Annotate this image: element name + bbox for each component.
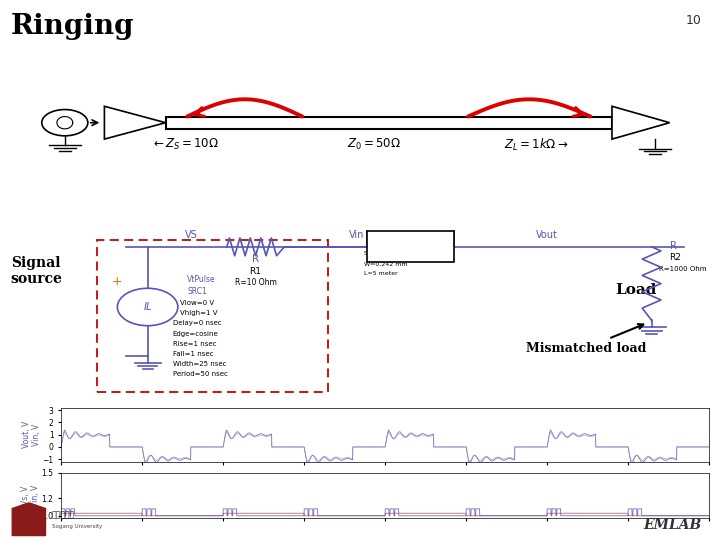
Text: Ringing: Ringing [11,14,135,40]
Text: Vlow=0 V: Vlow=0 V [180,300,214,306]
Text: SRC1: SRC1 [187,287,207,295]
Text: Subst='MSub1': Subst='MSub1' [364,251,411,256]
Polygon shape [12,503,45,536]
Text: Sogang University: Sogang University [52,524,102,529]
Text: VS: VS [184,230,197,240]
Polygon shape [104,106,166,139]
Text: Vout: Vout [536,230,558,240]
Text: MLIN: MLIN [371,231,390,240]
Text: Signal
source: Signal source [10,256,62,286]
Text: TL1: TL1 [371,239,384,248]
Text: Vhigh=1 V: Vhigh=1 V [180,310,217,316]
Text: R: R [252,254,259,265]
Text: R1: R1 [250,267,261,275]
Text: $\leftarrow Z_S = 10\Omega$: $\leftarrow Z_S = 10\Omega$ [151,137,220,152]
Text: Period=50 nsec: Period=50 nsec [173,372,228,377]
Bar [367,231,454,262]
Text: R: R [670,241,677,251]
Polygon shape [612,106,670,139]
Text: W=0.242 mm: W=0.242 mm [364,261,407,267]
Text: Width=25 nsec: Width=25 nsec [173,361,226,367]
Text: Delay=0 nsec: Delay=0 nsec [173,320,222,326]
Text: R2: R2 [670,253,681,262]
Text: R=1000 Ohm: R=1000 Ohm [659,266,706,272]
Y-axis label: Vout, V
Vin, V: Vout, V Vin, V [22,421,41,448]
Text: Fall=1 nsec: Fall=1 nsec [173,351,213,357]
Text: 10: 10 [686,14,702,26]
Text: IL: IL [143,302,152,312]
Text: $Z_0 = 50\Omega$: $Z_0 = 50\Omega$ [348,137,401,152]
Text: Mismatched load: Mismatched load [526,324,646,355]
Text: Edge=cosine: Edge=cosine [173,330,219,336]
Text: R=10 Ohm: R=10 Ohm [235,278,276,287]
Text: Rise=1 nsec: Rise=1 nsec [173,341,216,347]
Text: Vin: Vin [348,230,364,240]
Text: EMLAB: EMLAB [644,518,702,532]
Text: $Z_L = 1k\Omega \rightarrow$: $Z_L = 1k\Omega \rightarrow$ [504,137,569,153]
Text: VtPulse: VtPulse [187,275,216,285]
Text: Load: Load [616,282,657,296]
Text: 서강대학교: 서강대학교 [52,510,75,519]
Text: +: + [112,275,122,288]
Bar [166,117,612,129]
Y-axis label: Vs, V
Vin, V: Vs, V Vin, V [21,484,40,507]
Text: L=5 meter: L=5 meter [364,271,397,276]
